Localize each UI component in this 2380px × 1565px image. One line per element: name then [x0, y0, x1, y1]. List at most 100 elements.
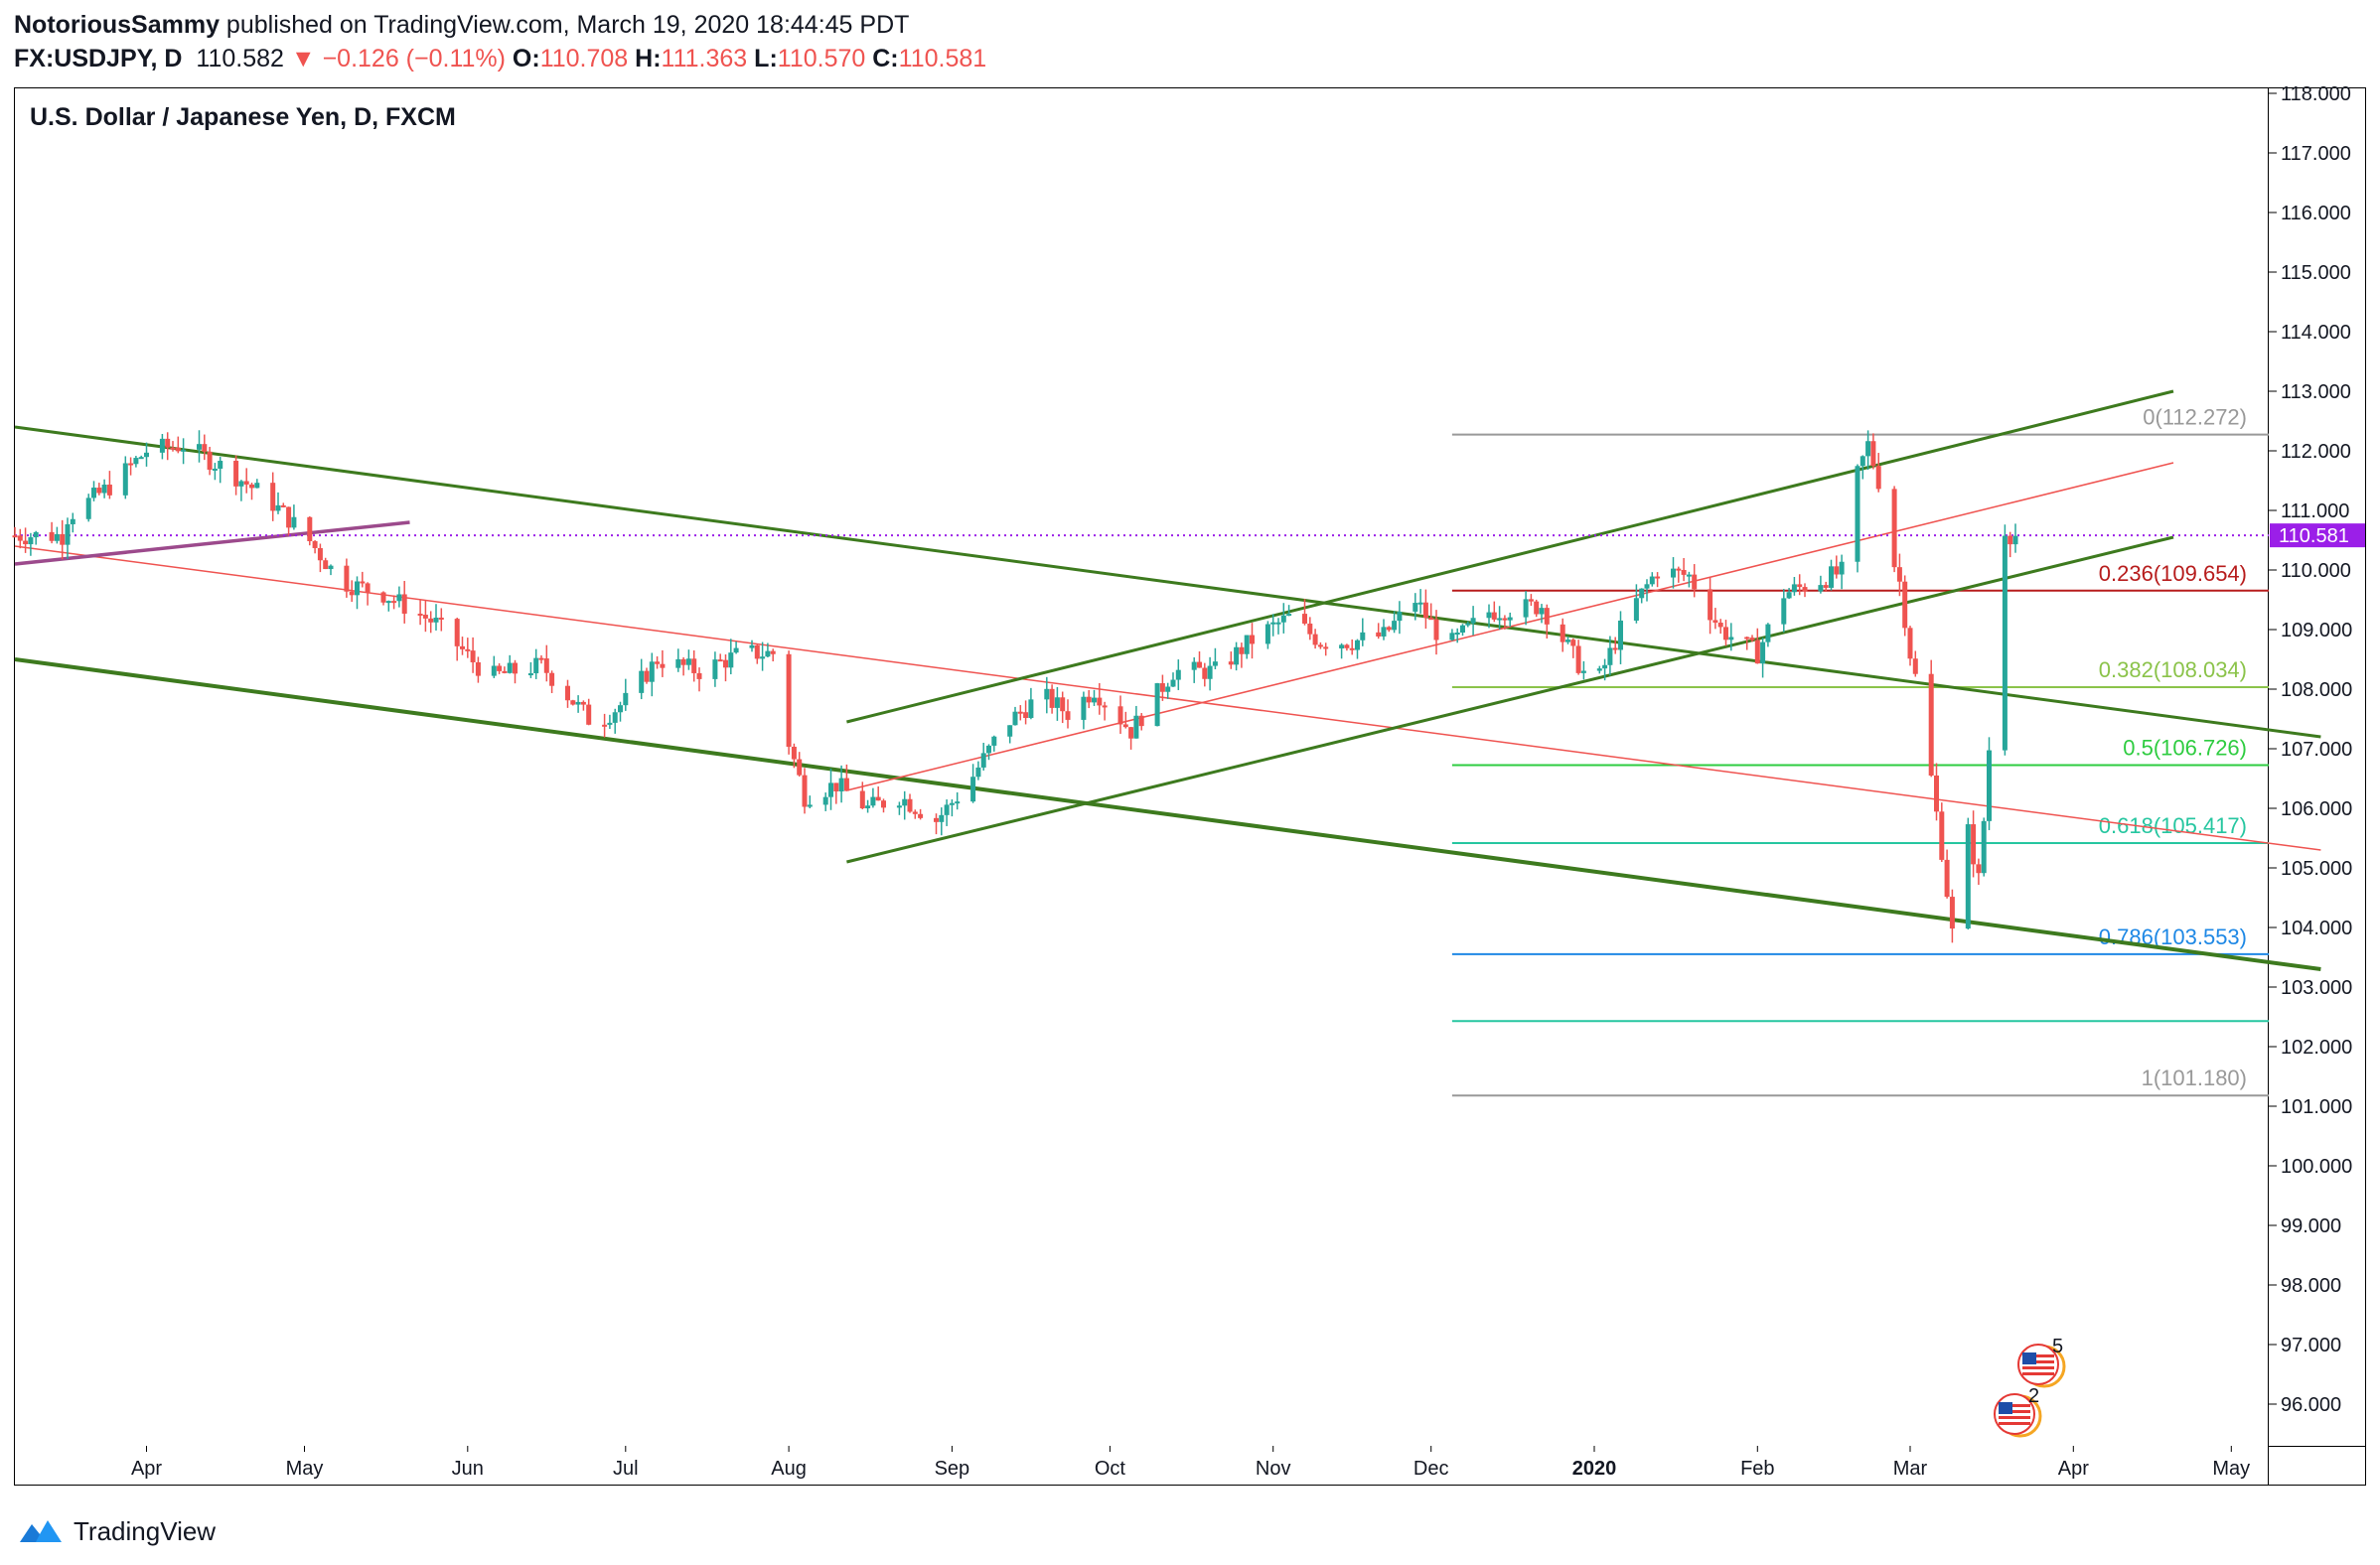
candle-body — [696, 672, 702, 679]
candle-body — [723, 659, 728, 668]
candle-body — [270, 483, 276, 511]
candle-body — [580, 701, 586, 705]
candle-body — [1460, 625, 1465, 633]
candle-body — [254, 483, 260, 489]
price-tick-label: 114.000 — [2281, 322, 2351, 344]
candle-body — [1612, 647, 1618, 650]
publish-info: NotoriousSammy published on TradingView.… — [14, 8, 909, 42]
candle-body — [1397, 611, 1403, 622]
candle-body — [680, 658, 686, 665]
candle-body — [754, 644, 760, 659]
fib-level-label: 0.236(109.654) — [2099, 561, 2247, 586]
event-badges[interactable]: 52 — [1994, 1336, 2066, 1438]
candle-body — [1855, 466, 1860, 562]
price-axis[interactable] — [2269, 87, 2366, 1446]
time-tick-label: Aug — [771, 1458, 807, 1480]
candle-body — [1228, 661, 1234, 665]
candle-body — [1270, 622, 1276, 625]
candle-body — [970, 777, 976, 802]
candle-body — [623, 692, 629, 706]
chart-pane[interactable] — [14, 87, 2269, 1486]
candle-body — [822, 796, 828, 805]
candle-body — [1191, 661, 1197, 670]
candle-body — [138, 457, 144, 460]
candle-body — [355, 581, 360, 596]
candle-body — [312, 540, 318, 548]
fib-level-label: 0.382(108.034) — [2099, 657, 2247, 682]
candle-body — [949, 802, 955, 805]
price-tick-label: 118.000 — [2281, 83, 2351, 105]
tradingview-logo-icon — [20, 1520, 62, 1542]
candle-body — [1971, 824, 1977, 865]
candle-body — [975, 767, 981, 778]
trendline-rising-upper — [846, 389, 2174, 724]
candle-body — [344, 565, 350, 592]
candle-body — [1312, 634, 1318, 645]
candle-body — [396, 594, 402, 602]
time-tick-label: Apr — [131, 1458, 162, 1480]
price-tick-label: 116.000 — [2281, 203, 2351, 224]
trendlines[interactable] — [14, 389, 2321, 971]
candle-body — [565, 685, 570, 701]
chart-title: U.S. Dollar / Japanese Yen, D, FXCM — [30, 103, 456, 131]
candle-body — [607, 722, 613, 725]
price-tick-label: 102.000 — [2281, 1037, 2352, 1059]
candle-body — [454, 619, 460, 646]
high-label: H: — [635, 45, 662, 72]
candle-body — [1891, 489, 1897, 568]
candle-body — [639, 670, 645, 693]
candle-body — [685, 658, 691, 665]
candle-body — [323, 560, 329, 570]
candle-body — [828, 782, 833, 797]
candle-body — [165, 438, 171, 448]
candle-body — [1049, 688, 1055, 708]
footer-brand[interactable]: TradingView — [74, 1515, 217, 1546]
axis-labels: 96.000 97.000 98.000 99.000 100.000 101.000 10… — [131, 83, 2365, 1480]
candle-body — [1092, 697, 1097, 703]
candle-body — [1602, 664, 1608, 669]
author-name[interactable]: NotoriousSammy — [14, 11, 220, 39]
candle-body — [1212, 661, 1218, 666]
candle-body — [1491, 612, 1497, 620]
candle-body — [1175, 669, 1181, 680]
candle-body — [1834, 566, 1840, 575]
us-flag-event-icon — [2017, 1344, 2066, 1388]
candle-body — [17, 535, 23, 541]
fib-level-label: 0.618(105.417) — [2099, 813, 2247, 838]
candle-body — [1928, 673, 1934, 776]
candle-body — [380, 592, 386, 603]
candle-body — [243, 481, 249, 485]
candle-body — [70, 518, 75, 524]
candle-body — [54, 533, 60, 541]
candle-body — [1912, 658, 1918, 674]
candle-body — [1065, 711, 1071, 720]
fibonacci-retracement[interactable]: 0(112.272) 0.236(109.654) 0.382(108.034) 0.… — [1451, 405, 2269, 1097]
candle-body — [101, 485, 107, 494]
candle-body — [875, 796, 881, 801]
candle-body — [527, 673, 533, 676]
price-tick-label: 105.000 — [2281, 858, 2352, 880]
candle-body — [543, 658, 549, 673]
candle-body — [749, 644, 755, 648]
candle-body — [660, 663, 666, 668]
candle-body — [575, 701, 581, 705]
candle-body — [896, 805, 902, 808]
time-tick-label: Mar — [1893, 1458, 1928, 1480]
candle-body — [1102, 705, 1108, 708]
candle-body — [1944, 859, 1950, 898]
candle-body — [1965, 824, 1971, 929]
price-tick-label: 112.000 — [2281, 441, 2351, 463]
candle-body — [1023, 712, 1029, 719]
candle-body — [1754, 640, 1760, 664]
candle-body — [2002, 535, 2008, 751]
trendline-descending-upper — [14, 425, 2321, 739]
candle-body — [955, 801, 961, 804]
price-tick-label: 104.000 — [2281, 918, 2352, 939]
candle-body — [1054, 697, 1060, 708]
candle-body — [902, 798, 908, 806]
candlestick-series — [12, 430, 2018, 943]
candle-body — [28, 537, 34, 545]
last-price-tag — [2270, 523, 2365, 548]
candle-body — [144, 452, 149, 458]
candle-body — [1823, 585, 1829, 588]
